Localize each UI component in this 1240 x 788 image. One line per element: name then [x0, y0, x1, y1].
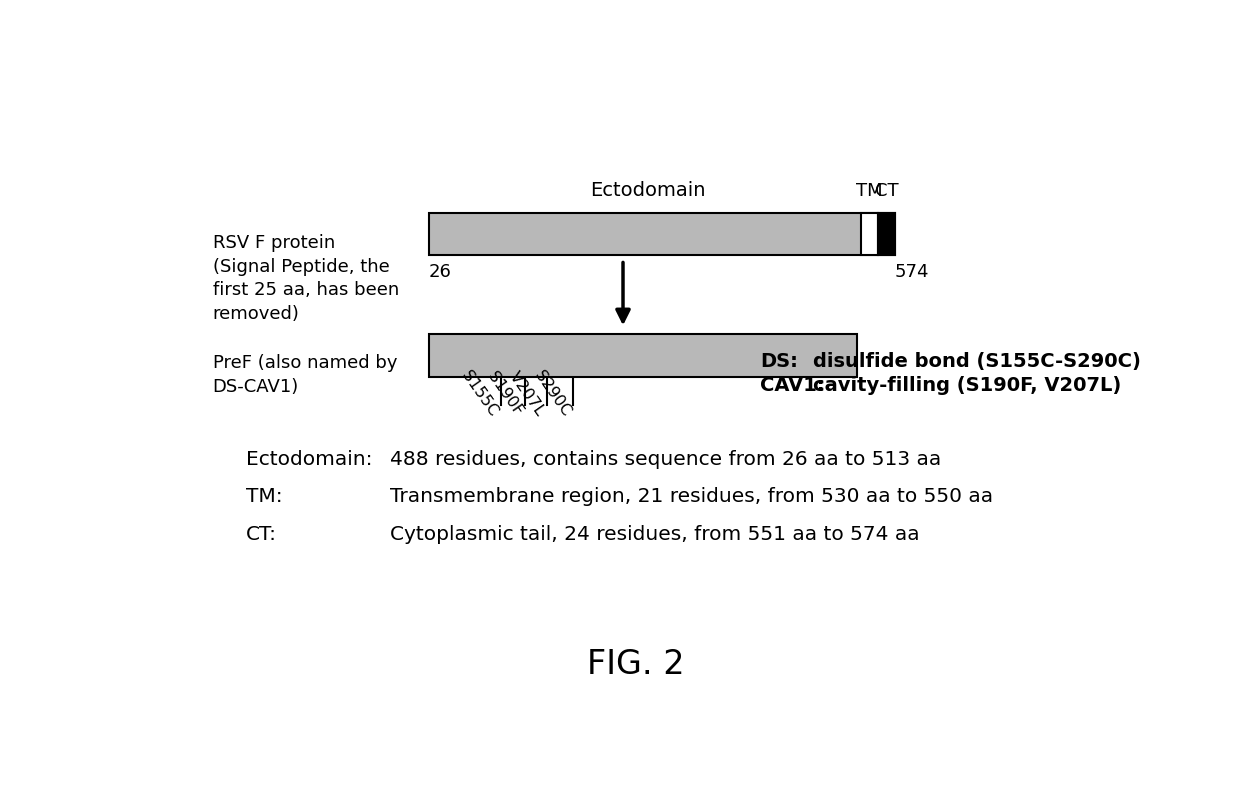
Text: TM: TM — [856, 181, 883, 199]
Text: FIG. 2: FIG. 2 — [587, 649, 684, 682]
Text: RSV F protein
(Signal Peptide, the
first 25 aa, has been
removed): RSV F protein (Signal Peptide, the first… — [213, 234, 399, 323]
Text: CT: CT — [874, 181, 898, 199]
Bar — [878, 213, 895, 255]
Text: V207L: V207L — [506, 369, 547, 418]
Text: CT:: CT: — [247, 525, 278, 544]
Text: PreF (also named by
DS-CAV1): PreF (also named by DS-CAV1) — [213, 355, 397, 396]
Bar — [429, 334, 857, 377]
Bar — [862, 213, 878, 255]
Text: S190F: S190F — [484, 370, 525, 418]
Text: CAV1:: CAV1: — [760, 377, 825, 396]
Text: S155C: S155C — [459, 368, 501, 418]
Text: 26: 26 — [429, 262, 451, 281]
Text: Cytoplasmic tail, 24 residues, from 551 aa to 574 aa: Cytoplasmic tail, 24 residues, from 551 … — [391, 525, 920, 544]
Text: Ectodomain:: Ectodomain: — [247, 449, 373, 469]
Text: DS:: DS: — [760, 352, 799, 371]
Text: TM:: TM: — [247, 487, 283, 506]
Text: 488 residues, contains sequence from 26 aa to 513 aa: 488 residues, contains sequence from 26 … — [391, 449, 941, 469]
Text: Transmembrane region, 21 residues, from 530 aa to 550 aa: Transmembrane region, 21 residues, from … — [391, 487, 993, 506]
Bar — [429, 213, 895, 255]
Text: Ectodomain: Ectodomain — [590, 180, 706, 199]
Text: 574: 574 — [895, 262, 930, 281]
Text: S290C: S290C — [531, 368, 573, 418]
Text: disulfide bond (S155C-S290C): disulfide bond (S155C-S290C) — [813, 352, 1141, 371]
Text: cavity-filling (S190F, V207L): cavity-filling (S190F, V207L) — [813, 377, 1121, 396]
